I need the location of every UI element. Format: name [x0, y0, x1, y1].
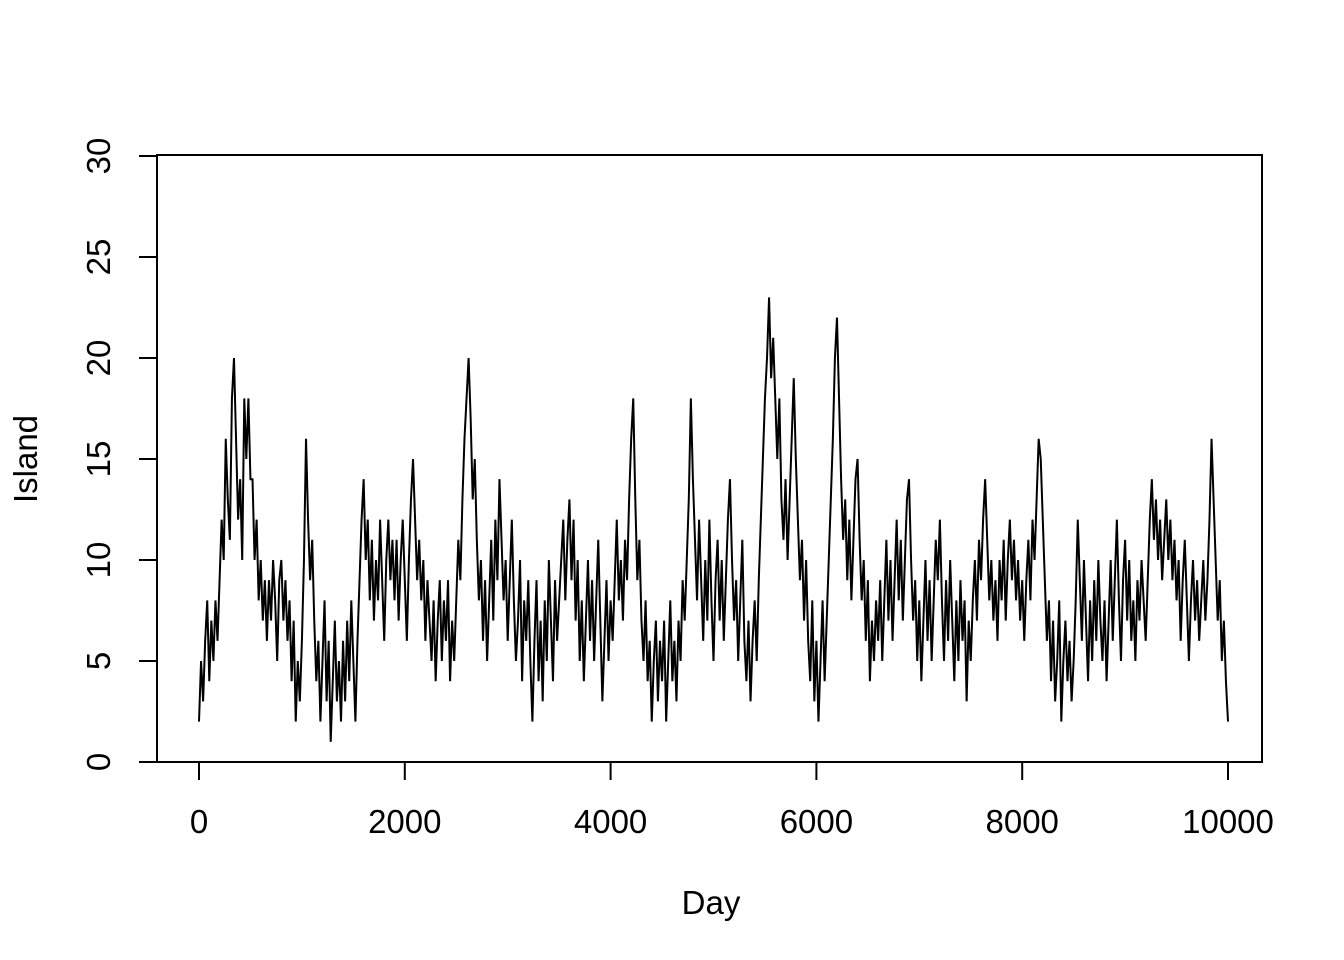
y-tick-label: 15	[80, 441, 117, 478]
y-tick-label: 25	[80, 239, 117, 276]
x-tick-label: 4000	[574, 803, 647, 840]
x-axis-title: Day	[682, 884, 741, 921]
x-tick-label: 2000	[368, 803, 441, 840]
x-axis: 0 2000 4000 6000 8000 10000	[190, 762, 1274, 840]
series-line	[198, 297, 1229, 742]
x-tick-label: 10000	[1182, 803, 1274, 840]
x-tick-label: 6000	[780, 803, 853, 840]
y-tick-label: 20	[80, 340, 117, 377]
x-tick-label: 0	[190, 803, 208, 840]
y-tick-label: 5	[80, 652, 117, 670]
y-tick-label: 0	[80, 753, 117, 771]
y-tick-label: 10	[80, 542, 117, 579]
y-axis-title: Island	[7, 415, 44, 503]
y-axis: 0 5 10 15 20 25 30	[80, 138, 157, 771]
y-tick-label: 30	[80, 138, 117, 175]
x-tick-label: 8000	[985, 803, 1058, 840]
